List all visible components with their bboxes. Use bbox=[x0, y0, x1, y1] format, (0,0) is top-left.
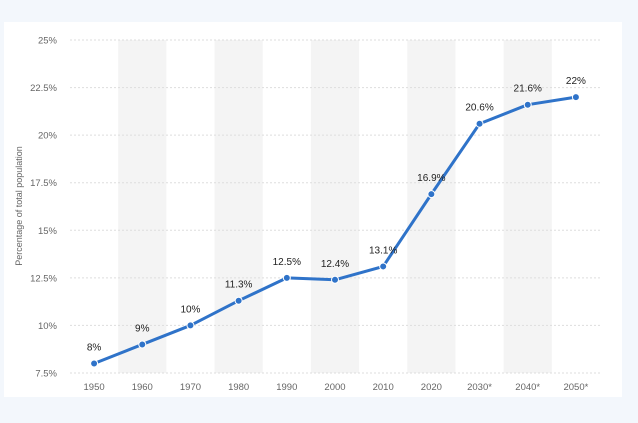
column-band bbox=[503, 40, 552, 373]
data-label: 13.1% bbox=[369, 245, 397, 256]
series-points bbox=[90, 93, 580, 368]
column-band bbox=[407, 40, 456, 373]
x-tick-label: 2030* bbox=[467, 382, 492, 393]
data-point[interactable] bbox=[475, 119, 484, 128]
data-point[interactable] bbox=[523, 100, 532, 109]
data-label: 12.4% bbox=[321, 259, 349, 270]
data-label: 8% bbox=[87, 342, 102, 353]
x-tick-label: 2040* bbox=[515, 382, 540, 393]
data-label: 21.6% bbox=[514, 84, 542, 95]
data-point[interactable] bbox=[427, 190, 436, 199]
data-point[interactable] bbox=[571, 93, 580, 102]
data-label: 22% bbox=[566, 76, 586, 87]
data-label: 16.9% bbox=[417, 173, 445, 184]
column-band bbox=[214, 40, 263, 373]
data-labels: 8% 9% 10% 11.3% 12.5% 12.4% 13.1% 16.9% 20.6% 21.… bbox=[87, 76, 586, 353]
data-label: 9% bbox=[135, 323, 150, 334]
column-band bbox=[118, 40, 167, 373]
x-tick-label: 1970 bbox=[180, 382, 201, 393]
x-tick-label: 2050* bbox=[563, 382, 588, 393]
data-label: 11.3% bbox=[225, 280, 253, 291]
data-label: 20.6% bbox=[465, 103, 493, 114]
y-tick-label: 15% bbox=[38, 226, 58, 237]
y-tick-label: 25% bbox=[38, 36, 58, 47]
data-point[interactable] bbox=[331, 275, 339, 284]
x-tick-label: 1960 bbox=[132, 382, 153, 393]
data-point[interactable] bbox=[138, 340, 147, 349]
column-bands bbox=[118, 40, 552, 373]
data-point[interactable] bbox=[379, 262, 388, 271]
data-point[interactable] bbox=[234, 296, 243, 305]
x-tick-label: 1980 bbox=[228, 382, 249, 393]
x-tick-label: 1990 bbox=[276, 382, 297, 393]
column-band bbox=[310, 40, 360, 373]
x-axis-ticks: 1950 1960 1970 1980 1990 2000 2010 2020 2030* 204… bbox=[84, 382, 589, 393]
data-label: 10% bbox=[180, 304, 200, 315]
data-point[interactable] bbox=[186, 321, 195, 330]
y-tick-label: 7.5% bbox=[35, 369, 57, 380]
x-tick-label: 2010 bbox=[373, 382, 394, 393]
y-tick-label: 12.5% bbox=[30, 273, 57, 284]
x-tick-label: 2000 bbox=[324, 382, 345, 393]
y-tick-label: 10% bbox=[38, 321, 58, 332]
x-tick-label: 1950 bbox=[84, 382, 105, 393]
data-point[interactable] bbox=[282, 273, 291, 282]
y-tick-label: 20% bbox=[38, 131, 58, 142]
gridlines bbox=[70, 39, 600, 374]
y-axis-label: Percentage of total population bbox=[14, 146, 24, 266]
y-tick-label: 17.5% bbox=[30, 178, 57, 189]
y-tick-label: 22.5% bbox=[30, 83, 57, 94]
data-point[interactable] bbox=[90, 359, 99, 368]
x-tick-label: 2020 bbox=[421, 382, 442, 393]
data-label: 12.5% bbox=[273, 257, 301, 268]
y-axis-ticks: 7.5% 10% 12.5% 15% 17.5% 20% 22.5% 25% bbox=[30, 36, 57, 380]
